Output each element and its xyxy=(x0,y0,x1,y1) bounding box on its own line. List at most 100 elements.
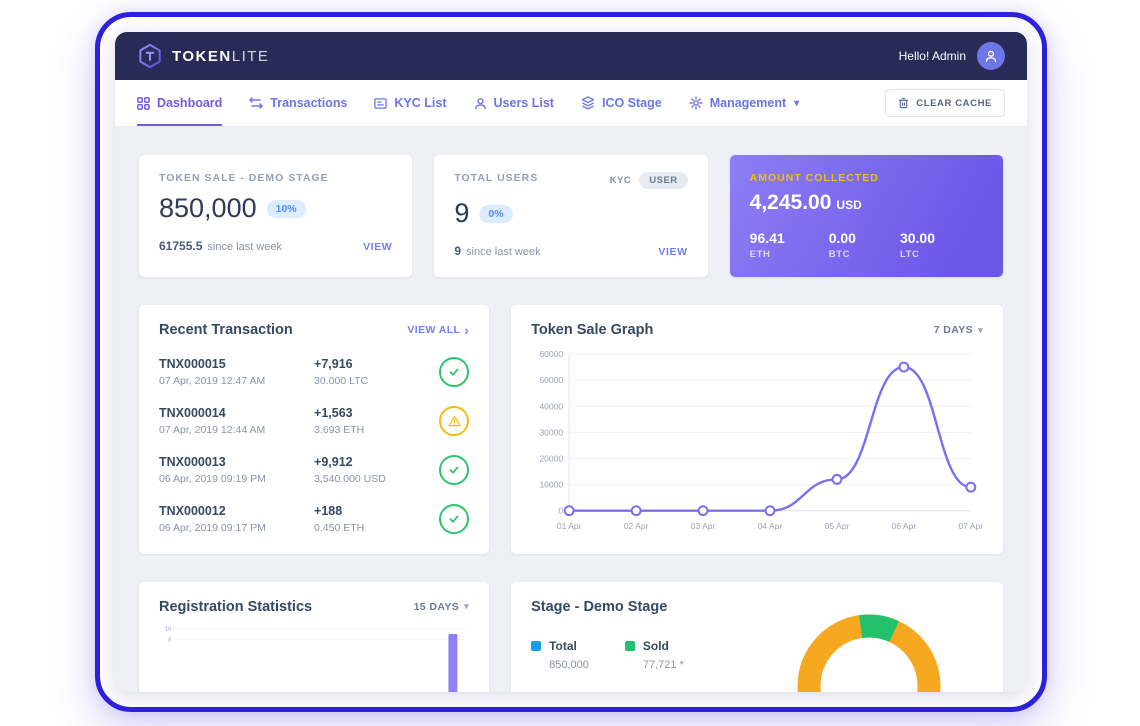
sold-swatch xyxy=(624,640,635,651)
topbar-right: Hello! Admin xyxy=(899,42,1005,70)
chevron-down-icon: ▾ xyxy=(794,97,800,109)
registration-period-dropdown[interactable]: 15 DAYS ▾ xyxy=(414,601,470,613)
user-avatar[interactable] xyxy=(977,42,1005,70)
bottom-row: Registration Statistics 15 DAYS ▾ 10 8 St… xyxy=(139,581,1003,692)
gear-icon xyxy=(689,96,703,110)
legend-total-label: Total xyxy=(549,638,577,653)
btc-unit: BTC xyxy=(828,249,851,260)
token-sale-title: TOKEN SALE - DEMO STAGE xyxy=(159,172,329,184)
token-sale-value: 850,000 xyxy=(159,193,257,223)
svg-text:02 Apr: 02 Apr xyxy=(624,521,649,531)
nav-item-label: Dashboard xyxy=(157,96,223,110)
svg-text:20000: 20000 xyxy=(540,453,564,463)
nav-item-users-list[interactable]: Users List xyxy=(474,80,554,126)
registration-statistics-card: Registration Statistics 15 DAYS ▾ 10 8 xyxy=(139,581,490,692)
svg-text:60000: 60000 xyxy=(540,349,564,359)
svg-text:10: 10 xyxy=(165,626,172,632)
transaction-status-3 xyxy=(439,504,470,534)
transaction-amount: +1,563 xyxy=(314,406,353,420)
stats-row: TOKEN SALE - DEMO STAGE 850,000 10% 6175… xyxy=(139,155,1003,277)
transaction-row: TNX000013 06 Apr, 2019 09:19 PM +9,912 3… xyxy=(159,455,470,485)
clear-cache-label: CLEAR CACHE xyxy=(916,97,992,109)
total-users-delta: 9 xyxy=(454,244,462,258)
total-users-badge: 0% xyxy=(479,204,513,223)
clear-cache-button[interactable]: CLEAR CACHE xyxy=(885,89,1005,117)
graph-period-label: 7 DAYS xyxy=(933,324,974,336)
token-sale-view-link[interactable]: VIEW xyxy=(363,241,393,253)
list-card-icon xyxy=(374,97,388,110)
nav-item-kyc-list[interactable]: KYC List xyxy=(374,80,447,126)
layers-icon xyxy=(581,96,595,110)
nav-item-label: Users List xyxy=(493,96,554,110)
amount-collected-title: AMOUNT COLLECTED xyxy=(749,172,879,184)
legend-total: Total 850,000 xyxy=(531,639,589,671)
brand-lite: LITE xyxy=(231,47,270,65)
nav-item-ico-stage[interactable]: ICO Stage xyxy=(581,80,662,126)
legend-total-value: 850,000 xyxy=(549,658,589,671)
nav-item-transactions[interactable]: Transactions xyxy=(249,80,347,126)
svg-text:0: 0 xyxy=(558,506,563,516)
svg-text:30000: 30000 xyxy=(540,427,564,437)
stage-legend: Total 850,000 Sold 77,721 * xyxy=(531,639,983,671)
nav-item-management[interactable]: Management ▾ xyxy=(689,80,799,126)
nav-item-label: Transactions xyxy=(270,96,348,110)
user-list-icon xyxy=(474,97,487,110)
btc-value: 0.00 xyxy=(828,230,856,246)
transaction-status-1 xyxy=(439,406,470,436)
view-all-label: VIEW ALL xyxy=(407,324,461,336)
legend-sold: Sold 77,721 * xyxy=(624,639,684,671)
brand-name: TOKENLITE xyxy=(172,48,269,65)
total-users-title: TOTAL USERS xyxy=(454,172,539,184)
amount-collected-currency: USD xyxy=(836,198,862,212)
svg-text:8: 8 xyxy=(168,637,171,643)
svg-text:07 Apr: 07 Apr xyxy=(959,521,983,531)
chevron-down-icon: ▾ xyxy=(978,324,983,335)
main-nav: Dashboard Transactions KYC List Users Li… xyxy=(115,80,1027,127)
ltc-unit: LTC xyxy=(899,249,920,260)
svg-text:50000: 50000 xyxy=(540,375,564,385)
svg-text:01 Apr: 01 Apr xyxy=(557,521,582,531)
view-all-link[interactable]: VIEW ALL › xyxy=(407,324,469,337)
svg-text:05 Apr: 05 Apr xyxy=(825,521,850,531)
transaction-amount: +188 xyxy=(314,504,343,518)
total-users-delta-label: since last week xyxy=(466,246,541,258)
token-sale-delta: 61755.5 xyxy=(159,239,203,253)
stage-donut-chart xyxy=(781,598,957,692)
app-window: TOKENLITE Hello! Admin Dashboard Transac… xyxy=(115,32,1027,692)
token-sale-delta-label: since last week xyxy=(207,241,282,253)
chevron-down-icon: ▾ xyxy=(464,601,470,612)
breakdown-item-eth: 96.41 ETH xyxy=(750,230,785,260)
recent-transactions-title: Recent Transaction xyxy=(159,322,293,338)
transaction-status-2 xyxy=(439,455,470,485)
total-users-view-link[interactable]: VIEW xyxy=(658,246,688,258)
breakdown-item-btc: 0.00 BTC xyxy=(829,230,856,260)
transaction-date: 07 Apr, 2019 12:47 AM xyxy=(159,375,266,387)
tab-kyc[interactable]: KYC xyxy=(609,175,632,186)
tab-user[interactable]: USER xyxy=(639,172,688,189)
topbar: TOKENLITE Hello! Admin xyxy=(115,32,1027,80)
registration-statistics-title: Registration Statistics xyxy=(159,598,313,615)
tokenlite-logo-icon xyxy=(137,43,163,69)
svg-text:06 Apr: 06 Apr xyxy=(892,521,917,531)
trash-icon xyxy=(898,97,909,109)
transaction-id: TNX000013 xyxy=(159,455,226,469)
transaction-detail: 30.000 LTC xyxy=(314,375,369,387)
transaction-amount: +9,912 xyxy=(314,455,353,469)
nav-item-dashboard[interactable]: Dashboard xyxy=(137,80,223,126)
registration-period-label: 15 DAYS xyxy=(413,600,460,613)
total-swatch xyxy=(531,640,542,651)
eth-value: 96.41 xyxy=(749,230,785,246)
stage-card: Stage - Demo Stage Total 850,000 xyxy=(511,581,1003,692)
window-frame: TOKENLITE Hello! Admin Dashboard Transac… xyxy=(95,12,1047,712)
eth-unit: ETH xyxy=(749,249,771,260)
svg-text:40000: 40000 xyxy=(540,401,564,411)
middle-row: Recent Transaction VIEW ALL › TNX000015 … xyxy=(139,305,1003,554)
dashboard-content: TOKEN SALE - DEMO STAGE 850,000 10% 6175… xyxy=(115,127,1027,692)
transaction-detail: 3.693 ETH xyxy=(314,424,365,436)
swap-arrows-icon xyxy=(249,97,264,109)
nav-item-label: KYC List xyxy=(394,96,447,110)
transaction-date: 06 Apr, 2019 09:17 PM xyxy=(159,522,266,534)
total-users-value: 9 xyxy=(454,198,470,228)
token-sale-line-chart: 0 10000 20000 30000 40000 50000 60000 01 Apr 02 … xyxy=(531,346,983,537)
graph-period-dropdown[interactable]: 7 DAYS ▾ xyxy=(934,324,983,336)
